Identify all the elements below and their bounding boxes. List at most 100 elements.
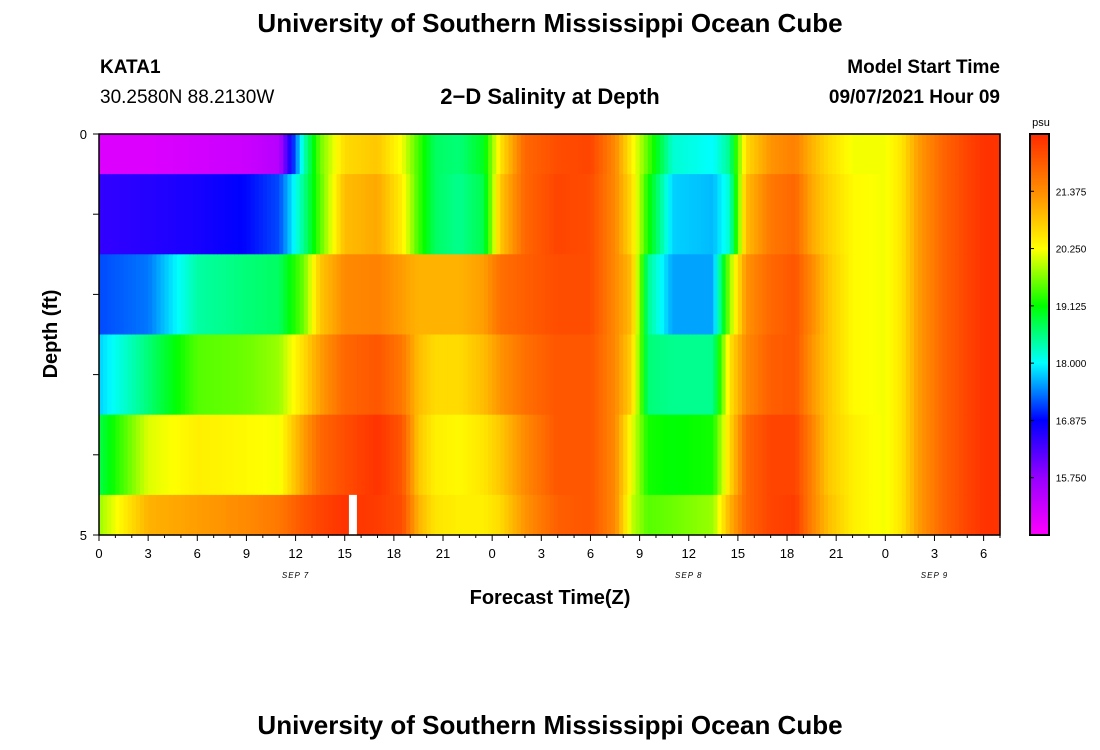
heatmap-cell [885,174,891,255]
heatmap-cell [348,134,354,175]
heatmap-cell [881,254,886,336]
heatmap-cell [602,334,608,416]
heatmap-cell [926,134,931,175]
heatmap-cell [471,254,477,336]
heatmap-cell [598,494,604,536]
heatmap-cell [492,254,497,336]
heatmap-cell [549,414,555,496]
heatmap-cell [508,174,514,255]
heatmap-cell [565,134,571,175]
heatmap-cell [569,414,575,496]
heatmap-cell [881,334,886,416]
heatmap-cell [357,254,362,336]
heatmap-cell [193,134,198,175]
heatmap-cell [238,134,243,175]
heatmap-cell [672,334,678,416]
heatmap-cell [221,494,227,536]
heatmap-cell [873,414,878,496]
heatmap-cell [885,134,891,175]
heatmap-cell [709,254,714,336]
heatmap-cell [897,414,903,496]
heatmap-cell [664,174,669,255]
heatmap-cell [750,414,755,496]
heatmap-cell [975,174,981,255]
heatmap-cell [516,134,522,175]
heatmap-cell [283,334,288,416]
heatmap-cell [983,414,989,496]
heatmap-cell [836,494,841,536]
heatmap-cell [361,134,366,175]
heatmap-cell [856,334,862,416]
heatmap-cell [668,494,673,536]
heatmap-cell [139,254,145,336]
heatmap-cell [164,254,170,336]
heatmap-cell [623,134,628,175]
heatmap-cell [623,334,628,416]
heatmap-cell [619,414,624,496]
heatmap-cell [213,134,219,175]
heatmap-cell [582,414,587,496]
heatmap-cell [610,414,616,496]
heatmap-cell [827,254,833,336]
heatmap-cell [746,494,751,536]
heatmap-cell [459,254,465,336]
heatmap-cell [176,134,182,175]
heatmap-cell [655,134,661,175]
heatmap-cell [963,254,968,336]
heatmap-cell [512,334,518,416]
heatmap-cell [606,414,612,496]
heatmap-cell [807,174,813,255]
heatmap-cell [279,494,284,536]
heatmap-cell [402,174,407,255]
heatmap-cell [545,174,551,255]
heatmap-cell [615,494,620,536]
heatmap-cell [545,134,551,175]
heatmap-cell [389,254,395,336]
heatmap-cell [393,414,399,496]
heatmap-cell [844,134,850,175]
heatmap-cell [352,414,358,496]
heatmap-cell [447,174,452,255]
heatmap-cell [832,334,837,416]
heatmap-cell [774,334,780,416]
heatmap-cell [942,174,948,255]
heatmap-cell [664,494,669,536]
heatmap-cell [860,174,866,255]
heatmap-cell [369,134,374,175]
heatmap-cell [201,254,207,336]
heatmap-cell [529,174,534,255]
heatmap-cell [942,254,948,336]
heatmap-cell [438,134,444,175]
heatmap-cell [594,414,600,496]
heatmap-cell [414,134,420,175]
heatmap-cell [823,494,829,536]
heatmap-cell [172,254,178,336]
heatmap-cell [262,174,268,255]
heatmap-cell [959,494,964,536]
heatmap-cell [115,134,121,175]
heatmap-cell [918,254,923,336]
heatmap-cell [639,174,645,255]
heatmap-cell [377,414,383,496]
heatmap-cell [963,134,968,175]
heatmap-cell [889,134,895,175]
heatmap-cell [590,334,596,416]
heatmap-cell [692,134,698,175]
heatmap-cell [365,254,370,336]
colorbar-tick-label: 20.250 [1056,245,1087,256]
heatmap-cell [205,494,211,536]
heatmap-cell [815,494,821,536]
heatmap-cell [225,174,231,255]
heatmap-cell [524,334,530,416]
heatmap-cell [209,494,215,536]
heatmap-cell [357,414,362,496]
heatmap-cell [754,414,759,496]
heatmap-cell [701,134,706,175]
heatmap-cell [287,414,293,496]
heatmap-cell [443,334,448,416]
heatmap-cell [152,254,157,336]
heatmap-cell [238,334,243,416]
heatmap-cell [447,334,452,416]
heatmap-cell [483,334,489,416]
heatmap-cell [406,254,411,336]
